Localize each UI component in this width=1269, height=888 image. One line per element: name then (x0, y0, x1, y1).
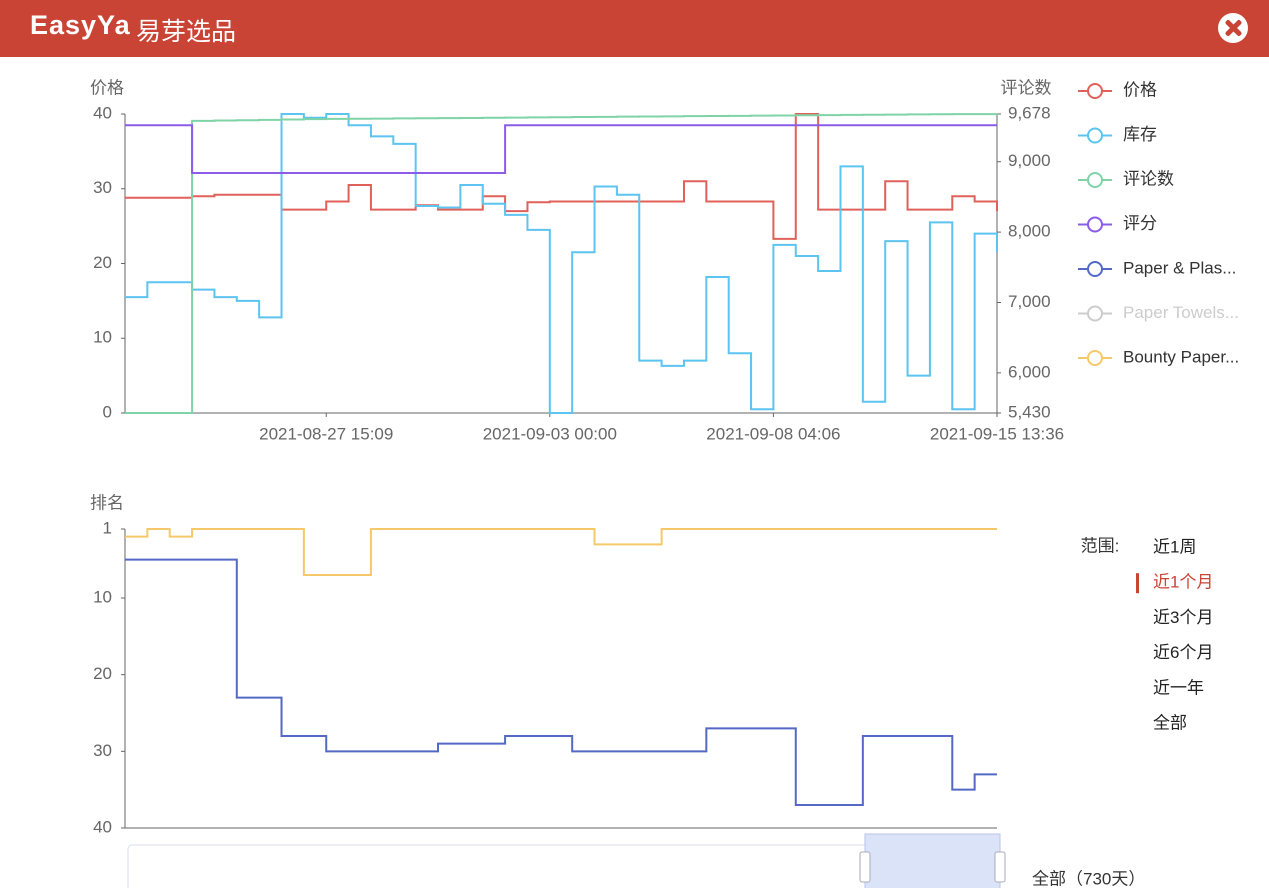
legend-label[interactable]: 库存 (1123, 125, 1157, 144)
y-axis-title: 价格 (90, 78, 124, 97)
y-tick-label: 10 (93, 328, 112, 347)
y2-axis-title: 评论数 (1001, 78, 1052, 97)
zoom-handle[interactable] (994, 851, 1006, 883)
legend-label[interactable]: 评分 (1123, 214, 1157, 233)
series-line (125, 113, 998, 414)
legend-label[interactable]: 价格 (1123, 80, 1157, 99)
zoom-window[interactable] (864, 833, 1001, 888)
series-line (125, 124, 997, 175)
y-tick-label: 0 (103, 402, 112, 421)
series-line (125, 558, 997, 806)
legend-label[interactable]: Bounty Paper... (1123, 347, 1239, 366)
x-tick-label: 2021-09-08 04:06 (706, 424, 840, 443)
y2-tick-label: 8,000 (1008, 222, 1051, 241)
legend-marker[interactable] (1087, 127, 1103, 144)
y-tick-label: 1 (103, 518, 112, 537)
header-bar: EasyYa 易芽选品 (0, 0, 1269, 57)
y-tick-label: 30 (93, 178, 112, 197)
range-option[interactable]: 近6个月 (1153, 643, 1213, 662)
range-option[interactable]: 近1个月 (1153, 573, 1213, 592)
y2-tick-label: 9,000 (1008, 151, 1051, 170)
series-line (125, 113, 998, 414)
y-tick-label: 40 (93, 817, 112, 836)
y-tick-label: 40 (93, 103, 112, 122)
series-line (125, 528, 997, 576)
range-label: 范围: (1081, 536, 1120, 555)
legend-marker[interactable] (1087, 172, 1103, 188)
legend-label[interactable]: Paper Towels... (1123, 303, 1239, 322)
range-option[interactable]: 全部 (1153, 713, 1187, 732)
y-tick-label: 10 (93, 587, 112, 606)
legend-marker[interactable] (1087, 350, 1103, 366)
y2-tick-label: 6,000 (1008, 362, 1051, 381)
y2-tick-label: 9,678 (1008, 103, 1051, 122)
range-option[interactable]: 近1周 (1153, 537, 1196, 556)
brand: 易芽选品 (136, 18, 237, 46)
legend-label[interactable]: 评论数 (1123, 169, 1174, 188)
x-tick-label: 2021-08-27 15:09 (259, 424, 393, 443)
zoom-label: 全部（730天） (1032, 869, 1145, 888)
y-tick-label: 30 (93, 741, 112, 760)
y2-tick-label: 7,000 (1008, 292, 1051, 311)
legend-marker[interactable] (1087, 216, 1103, 233)
legend-marker[interactable] (1087, 83, 1103, 99)
legend-marker[interactable] (1087, 261, 1103, 277)
range-option[interactable]: 近3个月 (1153, 608, 1213, 627)
range-selected-bar (1136, 573, 1139, 594)
legend-label[interactable]: Paper & Plas... (1123, 258, 1236, 277)
legend-marker[interactable] (1087, 305, 1103, 322)
close-button[interactable] (1218, 13, 1248, 43)
y-tick-label: 20 (93, 664, 112, 683)
x-tick-label: 2021-09-03 00:00 (483, 424, 617, 443)
x-tick-label: 2021-09-15 13:36 (930, 424, 1064, 443)
y-axis-title: 排名 (90, 493, 124, 512)
charts: 全部（730天） 价格 评论数0102030405,4306,0007,0008,… (90, 78, 1239, 888)
zoom-handle[interactable] (859, 851, 871, 883)
series-line (125, 113, 998, 240)
logo: EasyYa (30, 10, 131, 40)
range-option[interactable]: 近一年 (1153, 678, 1204, 697)
y-tick-label: 20 (93, 253, 112, 272)
y2-tick-label: 5,430 (1008, 402, 1051, 421)
